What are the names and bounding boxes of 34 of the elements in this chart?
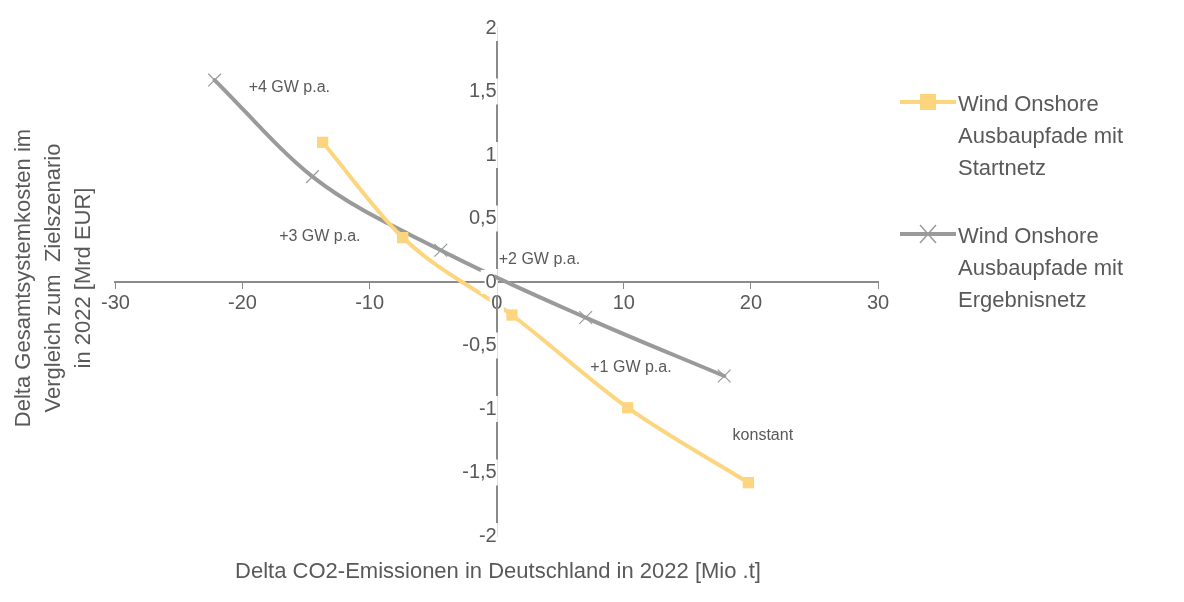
y-tick-label: 0,5 — [468, 206, 497, 229]
point — [397, 231, 409, 244]
y-tick-label: 0 — [485, 269, 497, 292]
x-axis-title: Delta CO2-Emissionen in Deutschland in 2022 [Mio .t] — [234, 558, 762, 584]
legend-label: Wind Onshore Ausbaupfade mit Ergebnisnetz — [958, 222, 1125, 314]
annotation: +3 GW p.a. — [279, 227, 361, 245]
y-tick-label: -1 — [478, 396, 497, 419]
point — [506, 309, 518, 321]
x-tick-label: 30 — [866, 290, 890, 313]
x-tick-label: 10 — [612, 290, 635, 313]
y-tick-label: -2 — [478, 523, 497, 546]
point — [621, 402, 634, 414]
annotation: +2 GW p.a. — [498, 249, 581, 267]
point — [742, 477, 755, 489]
legend-label: Wind Onshore Ausbaupfade mit Startnetz — [958, 90, 1125, 182]
annotation: konstant — [732, 425, 794, 443]
y-tick-label: 1 — [485, 142, 497, 165]
y-tick-label: 2 — [485, 15, 497, 38]
x-tick-label: 20 — [739, 290, 763, 313]
y-axis-title: Delta Gesamtsystemkosten im Vergleich zum Zielszenario in 2022 [Mrd EUR] — [9, 127, 96, 430]
y-tick-label: 1,5 — [468, 79, 497, 102]
point — [316, 136, 329, 148]
x-tick-label: -30 — [101, 290, 130, 313]
annotation: +4 GW p.a. — [248, 77, 330, 95]
annotation: +1 GW p.a. — [590, 358, 672, 376]
point — [433, 243, 448, 258]
x-tick-label: -20 — [228, 290, 257, 313]
point — [305, 169, 320, 184]
x-tick-label: -10 — [355, 290, 385, 313]
y-tick-label: -0,5 — [462, 333, 497, 356]
point — [578, 310, 593, 325]
point — [207, 73, 222, 88]
point — [717, 369, 732, 383]
y-tick-label: -1,5 — [462, 460, 497, 483]
